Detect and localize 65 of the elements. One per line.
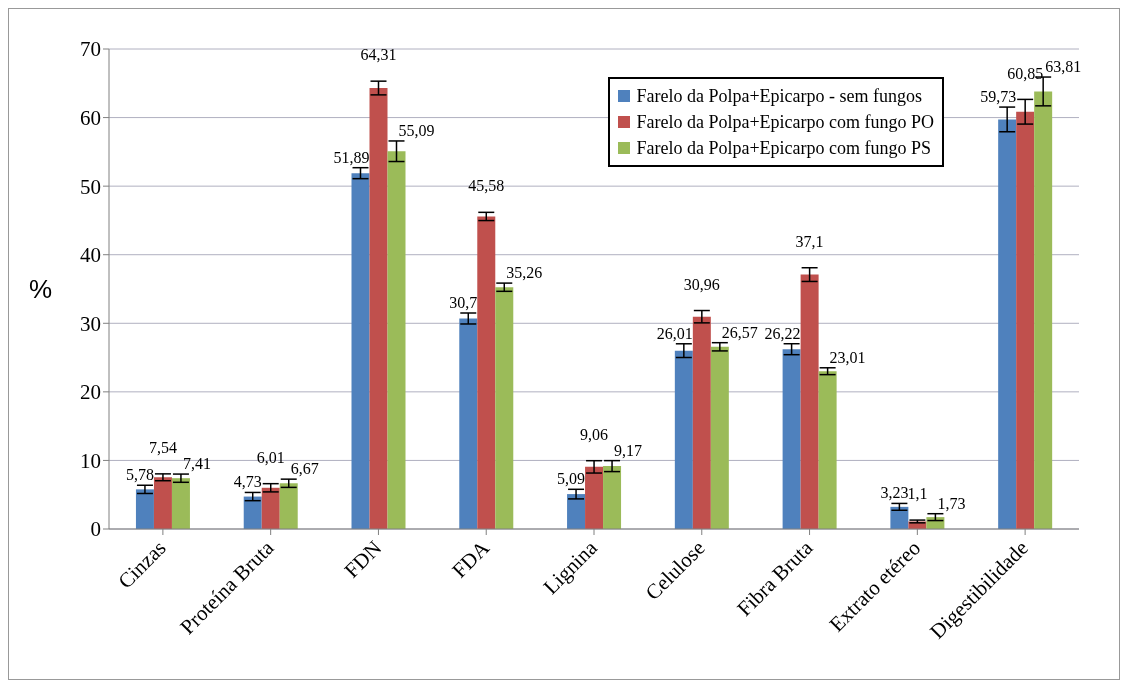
- bar: [387, 151, 406, 529]
- data-label: 7,41: [182, 455, 211, 473]
- data-label: 1,73: [937, 494, 966, 512]
- data-label: 23,01: [829, 348, 866, 366]
- bar: [1016, 111, 1035, 529]
- data-label: 5,09: [557, 470, 586, 488]
- y-tick-label: 40: [80, 243, 101, 268]
- bar: [1034, 91, 1053, 529]
- bar: [261, 487, 280, 529]
- y-tick-label: 70: [80, 37, 101, 62]
- data-label: 3,23: [880, 484, 909, 502]
- data-label: 45,58: [468, 177, 505, 195]
- data-label: 6,01: [256, 448, 285, 466]
- bar: [495, 287, 514, 529]
- bar: [710, 346, 729, 529]
- bar: [459, 318, 478, 529]
- data-label: 55,09: [398, 122, 435, 140]
- bar: [567, 494, 586, 529]
- legend-label: Farelo da Polpa+Epicarpo - sem fungos: [636, 85, 922, 108]
- bar: [890, 506, 909, 529]
- data-label: 59,73: [980, 88, 1017, 106]
- y-tick-label: 0: [90, 517, 101, 542]
- data-label: 5,78: [125, 466, 154, 484]
- data-label: 4,73: [233, 473, 262, 491]
- bar: [585, 466, 604, 529]
- bar: [818, 371, 837, 529]
- bar: [674, 350, 693, 529]
- legend-label: Farelo da Polpa+Epicarpo com fungo PO: [636, 111, 934, 134]
- bar: [603, 466, 622, 529]
- data-label: 60,85: [1007, 64, 1044, 82]
- data-label: 26,22: [764, 324, 801, 342]
- bar: [692, 316, 711, 529]
- y-tick-label: 20: [80, 380, 101, 405]
- data-label: 6,67: [290, 460, 319, 478]
- y-tick-label: 50: [80, 174, 101, 199]
- data-label: 51,89: [333, 148, 370, 166]
- y-tick-label: 60: [80, 106, 101, 131]
- x-tick-label: FDA: [447, 535, 495, 583]
- bar: [351, 173, 370, 529]
- bar: [243, 496, 262, 529]
- bar: [477, 216, 496, 529]
- bar: [800, 274, 819, 529]
- data-label: 35,26: [506, 264, 543, 282]
- data-label: 7,54: [148, 438, 177, 456]
- bar: [135, 489, 154, 529]
- bar: [171, 478, 190, 529]
- data-label: 30,96: [683, 275, 720, 293]
- data-label: 37,1: [795, 232, 824, 250]
- data-label: 9,17: [614, 441, 643, 459]
- bar: [369, 88, 388, 529]
- data-label: 26,57: [721, 323, 758, 341]
- y-tick-label: 30: [80, 311, 101, 336]
- bar: [782, 349, 801, 529]
- y-axis-title: %: [29, 274, 53, 305]
- bar: [279, 483, 298, 529]
- data-label: 1,1: [907, 485, 928, 503]
- y-tick-label: 10: [80, 448, 101, 473]
- legend-label: Farelo da Polpa+Epicarpo com fungo PS: [636, 137, 932, 160]
- bar: [153, 477, 172, 529]
- data-label: 30,7: [449, 294, 478, 312]
- data-label: 9,06: [580, 425, 609, 443]
- data-label: 63,81: [1045, 58, 1082, 76]
- data-label: 26,01: [656, 324, 693, 342]
- data-label: 64,31: [360, 46, 397, 64]
- bar: [998, 119, 1017, 529]
